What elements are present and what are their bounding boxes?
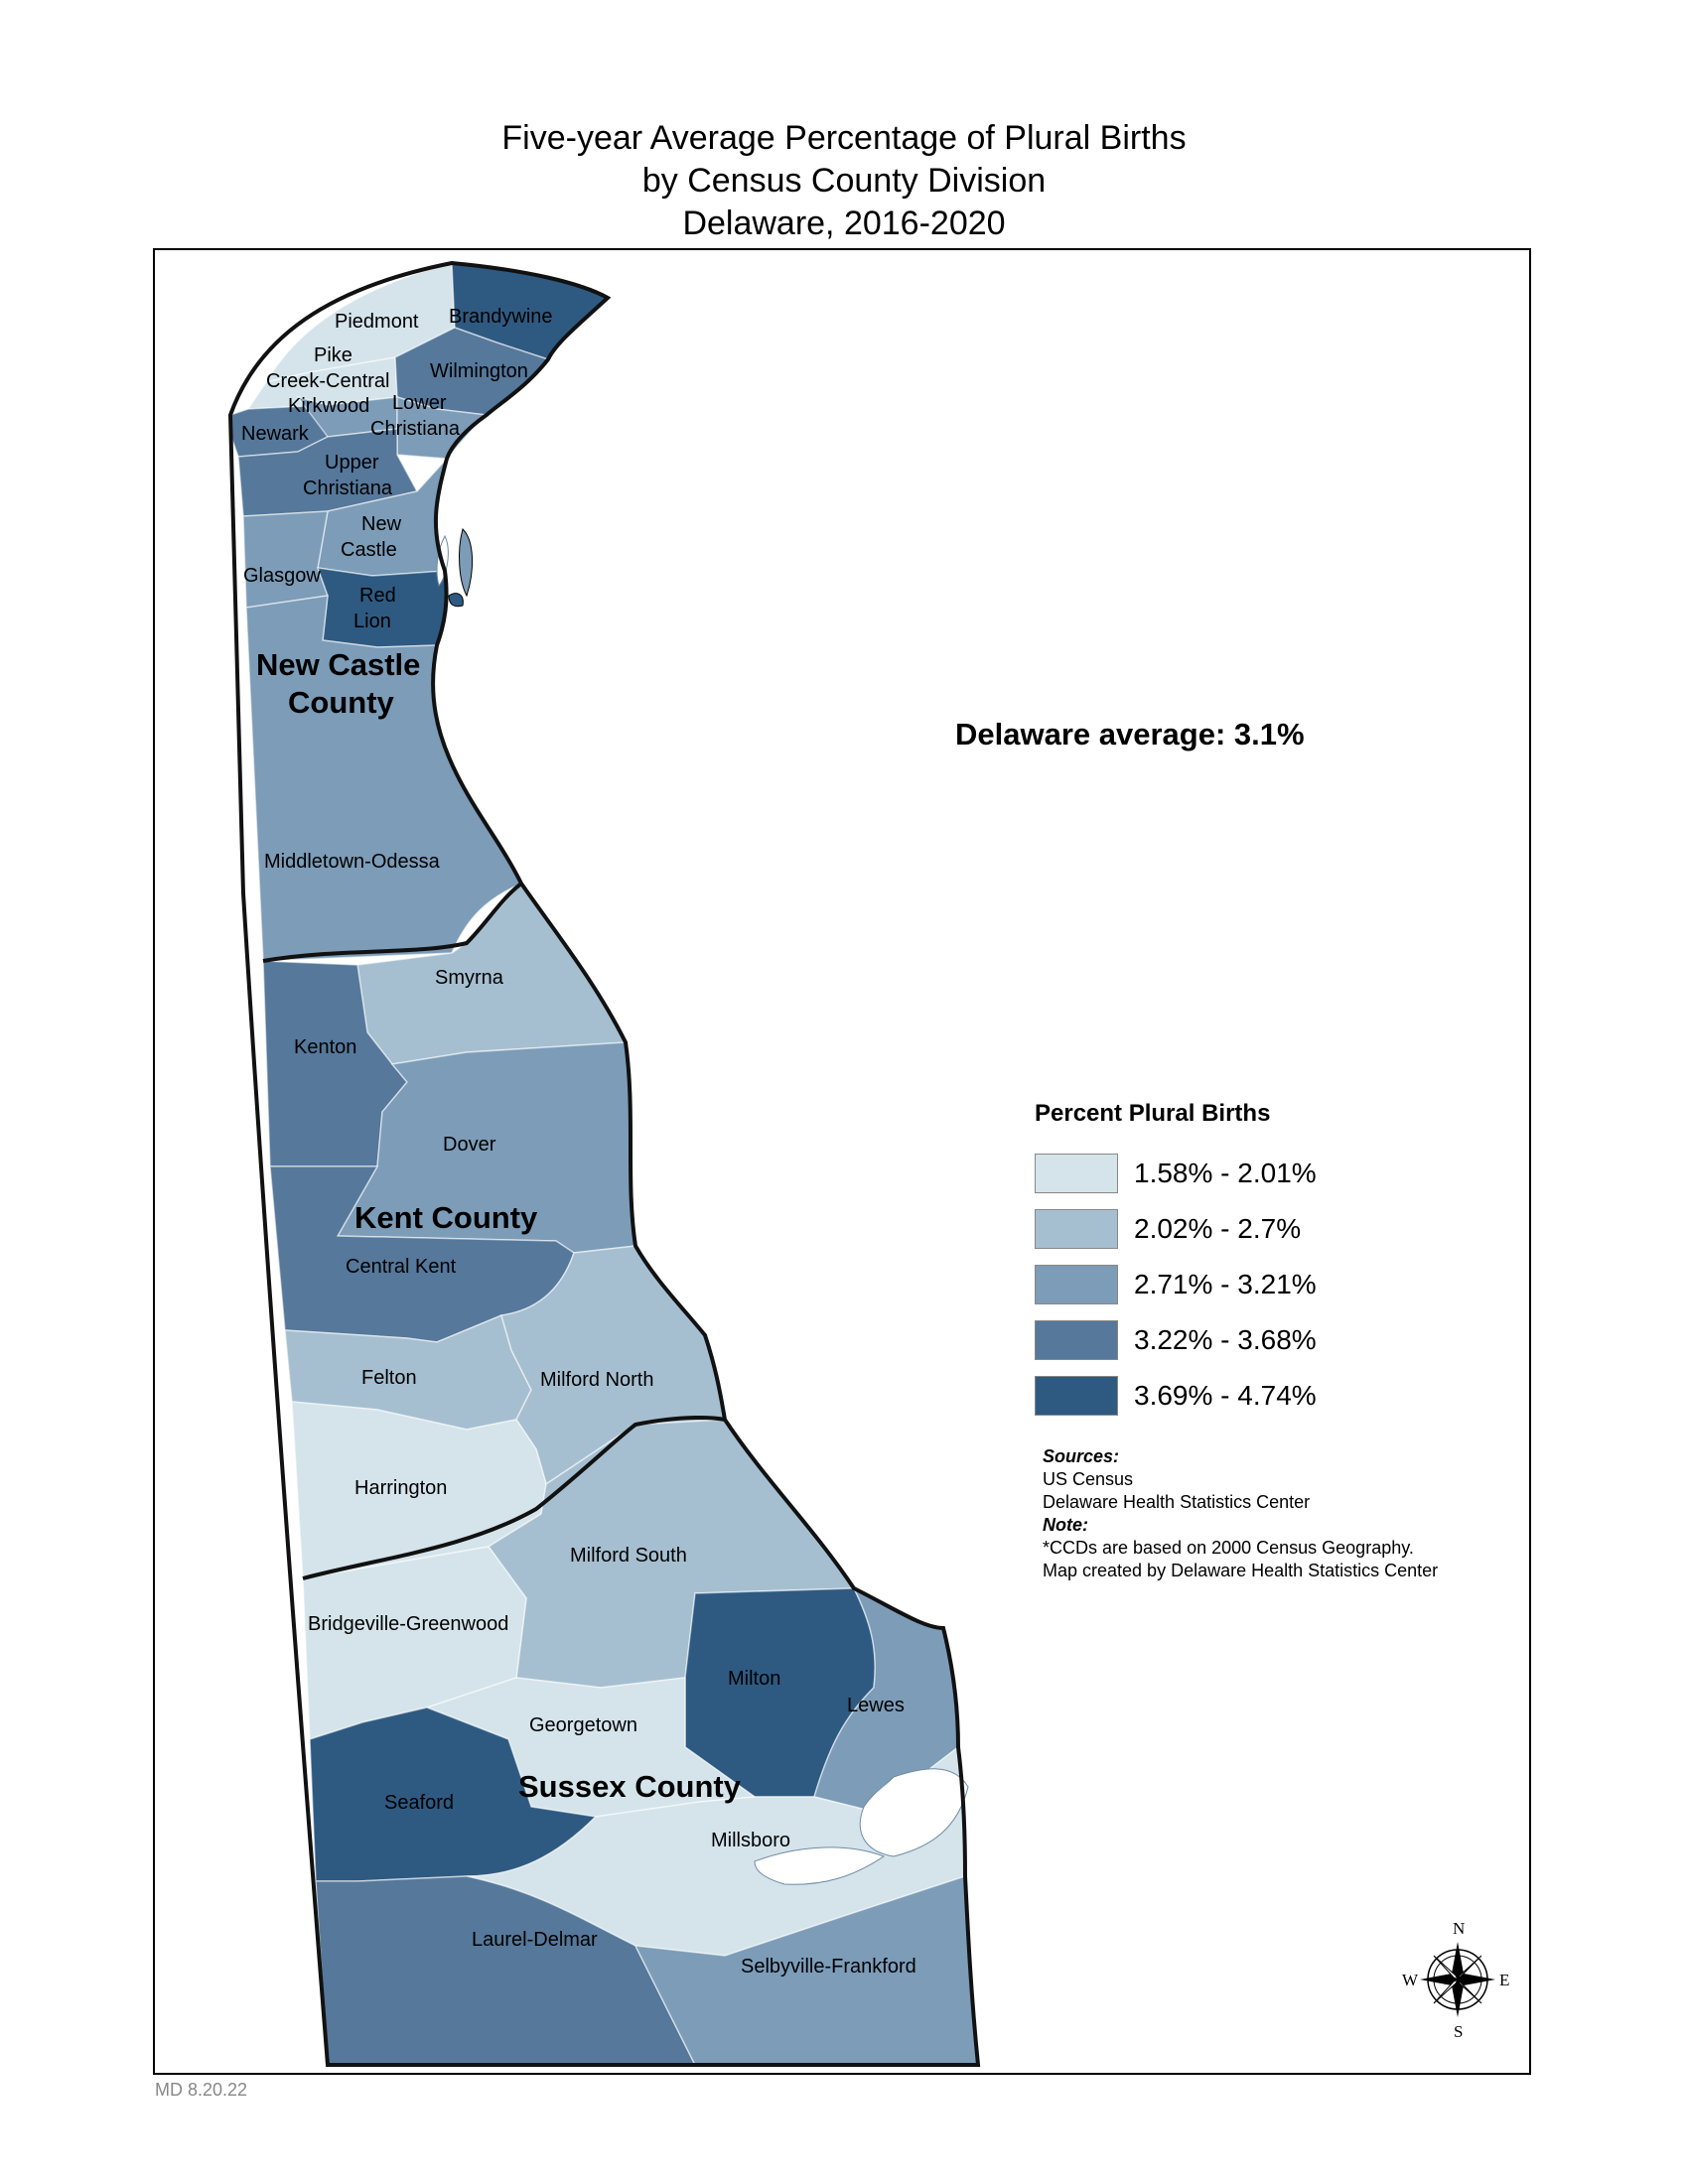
source-line: Delaware Health Statistics Center	[1043, 1492, 1311, 1512]
label-county-kent: Kent County	[354, 1200, 538, 1235]
label-middletown-odessa: Middletown-Odessa	[264, 851, 441, 873]
label-kirkwood: Kirkwood	[288, 395, 369, 417]
label-bridgeville-greenwood: Bridgeville-Greenwood	[308, 1613, 508, 1635]
label-glasgow: Glasgow	[243, 565, 321, 587]
label-piedmont: Piedmont	[335, 311, 419, 333]
sources-notes: Sources: US Census Delaware Health Stati…	[1043, 1445, 1438, 1582]
map-title-line1: Five-year Average Percentage of Plural B…	[501, 119, 1187, 157]
label-kenton: Kenton	[294, 1036, 356, 1058]
label-county-newcastle-2: County	[288, 685, 395, 720]
compass-e: E	[1499, 1971, 1509, 1989]
label-newcastle-2: Castle	[341, 539, 397, 561]
label-county-sussex: Sussex County	[518, 1769, 742, 1804]
legend-swatch	[1035, 1154, 1118, 1193]
label-laurel-delmar: Laurel-Delmar	[472, 1929, 598, 1951]
label-lower-2: Christiana	[370, 418, 461, 440]
compass-s: S	[1454, 2022, 1463, 2039]
island-pea-patch	[459, 528, 474, 598]
water-features	[436, 534, 969, 1885]
label-millsboro: Millsboro	[711, 1830, 790, 1851]
note-line: Map created by Delaware Health Statistic…	[1043, 1561, 1439, 1580]
label-milton: Milton	[728, 1668, 780, 1690]
label-seaford: Seaford	[384, 1792, 454, 1814]
legend-label: 3.69% - 4.74%	[1134, 1380, 1317, 1411]
label-central-kent: Central Kent	[346, 1256, 457, 1278]
legend-title: Percent Plural Births	[1035, 1100, 1271, 1127]
county-line-newcastle-kent	[262, 882, 523, 963]
note-line: *CCDs are based on 2000 Census Geography…	[1043, 1538, 1414, 1558]
ccd-region-red-lion[interactable]	[316, 567, 448, 648]
delaware-outline	[227, 260, 981, 2067]
legend-swatch	[1035, 1376, 1118, 1416]
legend-swatch	[1035, 1265, 1118, 1304]
legend-label: 1.58% - 2.01%	[1134, 1158, 1317, 1188]
label-upper-2: Christiana	[303, 478, 393, 499]
legend-swatch	[1035, 1209, 1118, 1249]
county-line-kent-sussex	[302, 1416, 726, 1580]
label-georgetown: Georgetown	[529, 1714, 637, 1736]
legend-label: 2.71% - 3.21%	[1134, 1269, 1317, 1299]
sources-heading: Sources:	[1043, 1446, 1120, 1466]
label-lower-1: Lower	[392, 392, 447, 414]
label-felton: Felton	[361, 1367, 417, 1389]
compass-w: W	[1402, 1971, 1419, 1989]
label-harrington: Harrington	[354, 1477, 447, 1499]
label-milford-south: Milford South	[570, 1545, 687, 1567]
label-selbyville-frankford: Selbyville-Frankford	[741, 1956, 916, 1978]
map-frame	[153, 248, 1531, 2075]
label-wilmington: Wilmington	[430, 360, 528, 382]
island-small	[448, 593, 464, 608]
legend-label: 2.02% - 2.7%	[1134, 1213, 1302, 1244]
map-title-line3: Delaware, 2016-2020	[682, 205, 1006, 242]
note-heading: Note:	[1043, 1515, 1088, 1535]
map-title-line2: by Census County Division	[641, 162, 1047, 200]
label-newcastle-1: New	[361, 513, 402, 535]
legend-label: 3.22% - 3.68%	[1134, 1324, 1317, 1355]
label-pike-2: Creek-Central	[266, 370, 389, 392]
label-county-newcastle-1: New Castle	[256, 647, 420, 682]
label-smyrna: Smyrna	[435, 967, 504, 989]
label-lewes: Lewes	[847, 1695, 905, 1716]
label-newark: Newark	[241, 423, 310, 445]
label-dover: Dover	[443, 1134, 496, 1156]
state-average: Delaware average: 3.1%	[955, 717, 1305, 751]
label-brandywine: Brandywine	[449, 306, 553, 328]
source-line: US Census	[1043, 1469, 1134, 1489]
label-pike-1: Pike	[314, 344, 352, 366]
legend-swatch	[1035, 1320, 1118, 1360]
ccd-region-glasgow[interactable]	[242, 510, 330, 609]
label-upper-1: Upper	[325, 452, 379, 474]
label-milford-north: Milford North	[540, 1369, 653, 1391]
label-redlion-1: Red	[359, 585, 396, 607]
label-redlion-2: Lion	[353, 611, 391, 632]
compass-rose-icon: N S E W	[1402, 1919, 1509, 2039]
map-date-stamp: MD 8.20.22	[155, 2080, 248, 2100]
compass-n: N	[1453, 1919, 1465, 1938]
